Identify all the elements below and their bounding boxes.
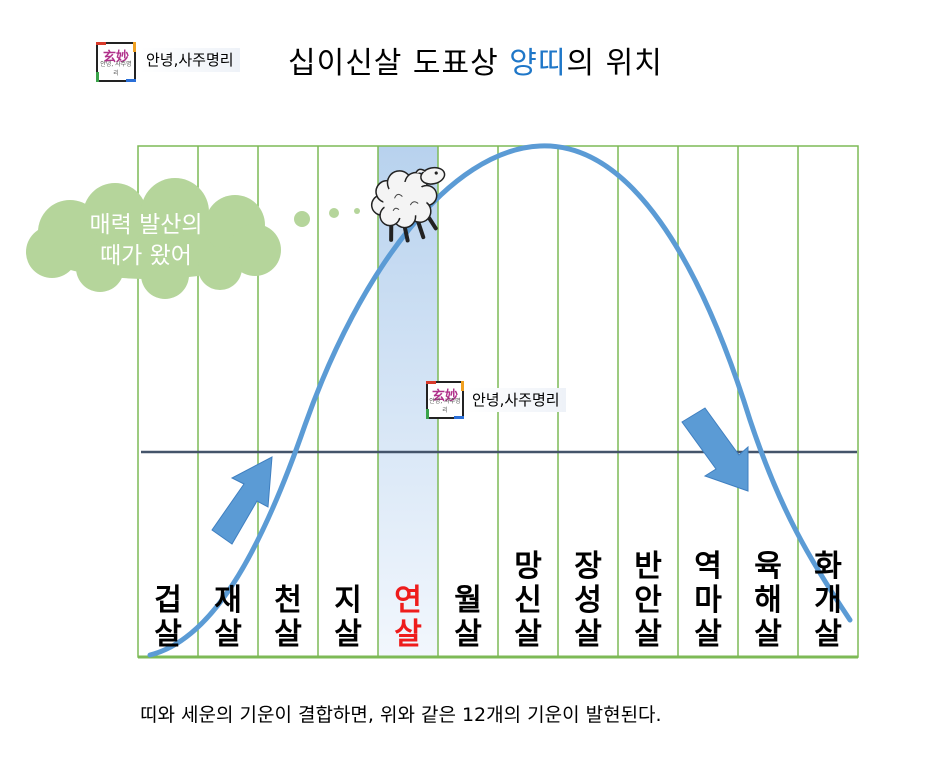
label-char-middle: 개 bbox=[814, 583, 842, 618]
energy-curve bbox=[147, 143, 853, 658]
label-char-bottom: 살 bbox=[334, 617, 362, 652]
label-char-middle: 해 bbox=[754, 583, 782, 618]
label-char-bottom: 살 bbox=[454, 617, 482, 652]
brand-name: 안녕,사주명리 bbox=[140, 48, 240, 72]
down-arrow-icon bbox=[681, 407, 749, 492]
label-char-middle: 마 bbox=[694, 583, 722, 618]
cloud-line-2: 때가 왔어 bbox=[100, 243, 192, 269]
label-char-bottom: 살 bbox=[634, 617, 662, 652]
title-suffix: 의 위치 bbox=[566, 46, 663, 81]
label-char-top: 겁 bbox=[154, 583, 182, 618]
thought-cloud-text: 매력 발산의 때가 왔어 bbox=[46, 210, 246, 272]
label-char-top: 재 bbox=[214, 583, 242, 618]
label-char-bottom: 살 bbox=[814, 617, 842, 652]
caption: 띠와 세운의 기운이 결합하면, 위와 같은 12개의 기운이 발현된다. bbox=[140, 704, 662, 726]
label-char-top: 지 bbox=[334, 583, 362, 618]
label-char-bottom: 살 bbox=[214, 617, 242, 652]
title-prefix: 십이신살 도표상 bbox=[288, 46, 510, 81]
label-char-bottom: 살 bbox=[694, 617, 722, 652]
sheep-icon bbox=[370, 166, 446, 243]
cloud-line-1: 매력 발산의 bbox=[89, 212, 203, 238]
label-char-middle: 안 bbox=[634, 583, 662, 618]
label-char-top: 천 bbox=[274, 583, 302, 618]
label-char-bottom: 살 bbox=[754, 617, 782, 652]
label-char-top: 장 bbox=[574, 549, 602, 584]
label-char-top: 망 bbox=[514, 549, 542, 584]
brand-logo-icon: 玄妙 안녕, 사주명리 bbox=[96, 42, 136, 82]
label-char-bottom: 살 bbox=[154, 617, 182, 652]
label-char-top: 화 bbox=[814, 549, 842, 584]
label-char-top: 연 bbox=[394, 583, 422, 618]
title-highlight: 양띠 bbox=[509, 46, 567, 81]
watermark-brand-name: 안녕,사주명리 bbox=[466, 388, 566, 412]
label-char-top: 월 bbox=[454, 583, 482, 618]
page-title: 십이신살 도표상 양띠의 위치 bbox=[288, 38, 663, 82]
label-char-top: 육 bbox=[754, 549, 782, 584]
watermark-logo-icon: 玄妙 안녕, 사주명리 bbox=[426, 381, 464, 419]
up-arrow-icon bbox=[211, 456, 273, 545]
label-char-top: 반 bbox=[634, 549, 662, 584]
label-char-bottom: 살 bbox=[514, 617, 542, 652]
label-char-bottom: 살 bbox=[394, 617, 422, 652]
label-char-middle: 성 bbox=[574, 583, 602, 618]
label-char-bottom: 살 bbox=[274, 617, 302, 652]
label-char-middle: 신 bbox=[514, 583, 542, 618]
label-char-top: 역 bbox=[694, 549, 722, 584]
thought-cloud-icon bbox=[26, 178, 360, 299]
label-char-bottom: 살 bbox=[574, 617, 602, 652]
